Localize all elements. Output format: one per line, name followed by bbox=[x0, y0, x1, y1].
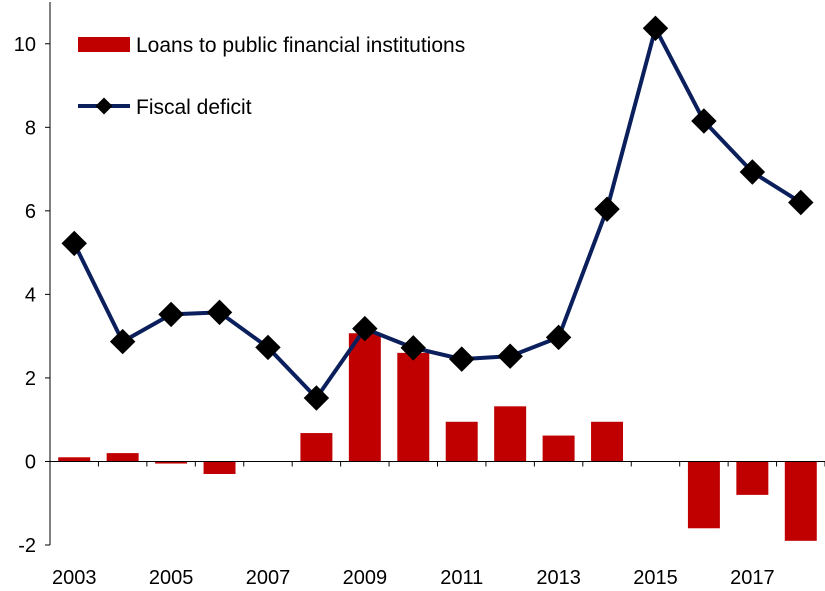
fiscal-deficit-marker-2014 bbox=[594, 196, 620, 222]
bar-loans-2003 bbox=[58, 457, 91, 462]
y-tick-label: 6 bbox=[25, 201, 36, 223]
bar-loans-2006 bbox=[203, 461, 236, 474]
legend: Loans to public financial institutions F… bbox=[78, 34, 465, 119]
fiscal-deficit-line bbox=[72, 26, 802, 400]
bar-loans-2009 bbox=[348, 333, 381, 462]
y-tick-label: 2 bbox=[25, 368, 36, 390]
x-tick-label-2013: 2013 bbox=[536, 567, 581, 589]
bar-loans-2014 bbox=[591, 421, 624, 462]
fiscal-deficit-marker-2005 bbox=[158, 301, 184, 328]
bar-loans-2008 bbox=[300, 433, 333, 462]
y-tick-label: 0 bbox=[25, 451, 36, 473]
bar-loans-2018 bbox=[784, 461, 817, 541]
x-tick-label-2005: 2005 bbox=[149, 567, 194, 589]
bars-layer bbox=[58, 333, 817, 541]
fiscal-deficit-marker-2013 bbox=[545, 324, 572, 351]
bar-loans-2017 bbox=[736, 461, 769, 495]
line-layer bbox=[61, 15, 814, 411]
x-tick-label-2007: 2007 bbox=[246, 567, 291, 589]
bar-loans-2012 bbox=[494, 406, 527, 462]
fiscal-deficit-marker-2011 bbox=[448, 346, 475, 372]
y-tick-label: 10 bbox=[14, 34, 36, 56]
fiscal-deficit-marker-2009 bbox=[352, 315, 378, 342]
y-tick-label: 4 bbox=[25, 284, 36, 306]
fiscal-deficit-marker-2017 bbox=[739, 159, 766, 185]
fiscal-deficit-marker-2007 bbox=[255, 334, 281, 361]
legend-label-loans: Loans to public financial institutions bbox=[136, 34, 465, 57]
bar-loans-2010 bbox=[397, 352, 430, 462]
legend-bar-swatch bbox=[78, 37, 130, 52]
fiscal-deficit-marker-2006 bbox=[206, 299, 233, 326]
legend-label-fiscal-deficit: Fiscal deficit bbox=[136, 96, 252, 119]
bar-loans-2016 bbox=[687, 461, 720, 529]
fiscal-deficit-marker-2004 bbox=[109, 328, 136, 355]
x-tick-label-2003: 2003 bbox=[52, 567, 97, 589]
fiscal-deficit-marker-2012 bbox=[497, 343, 523, 369]
fiscal-deficit-marker-2018 bbox=[788, 189, 814, 216]
bar-loans-2004 bbox=[106, 453, 139, 462]
legend-line-marker-icon bbox=[95, 97, 113, 115]
y-tick-label: 8 bbox=[25, 117, 36, 139]
bar-loans-2005 bbox=[155, 461, 188, 464]
bar-loans-2011 bbox=[445, 421, 478, 462]
bar-loans-2013 bbox=[542, 435, 575, 462]
x-tick-label-2009: 2009 bbox=[343, 567, 388, 589]
x-tick-label-2011: 2011 bbox=[440, 567, 483, 589]
x-tick-label-2017: 2017 bbox=[730, 567, 775, 589]
fiscal-deficit-marker-2015 bbox=[642, 15, 669, 42]
ticks-layer: -2 0 2 4 6 8 10 2003 2005 2007 2009 2011 2013 2015 201… bbox=[14, 34, 825, 589]
x-tick-label-2015: 2015 bbox=[633, 567, 678, 589]
y-tick-label: -2 bbox=[18, 535, 36, 557]
fiscal-deficit-marker-2003 bbox=[61, 230, 87, 257]
